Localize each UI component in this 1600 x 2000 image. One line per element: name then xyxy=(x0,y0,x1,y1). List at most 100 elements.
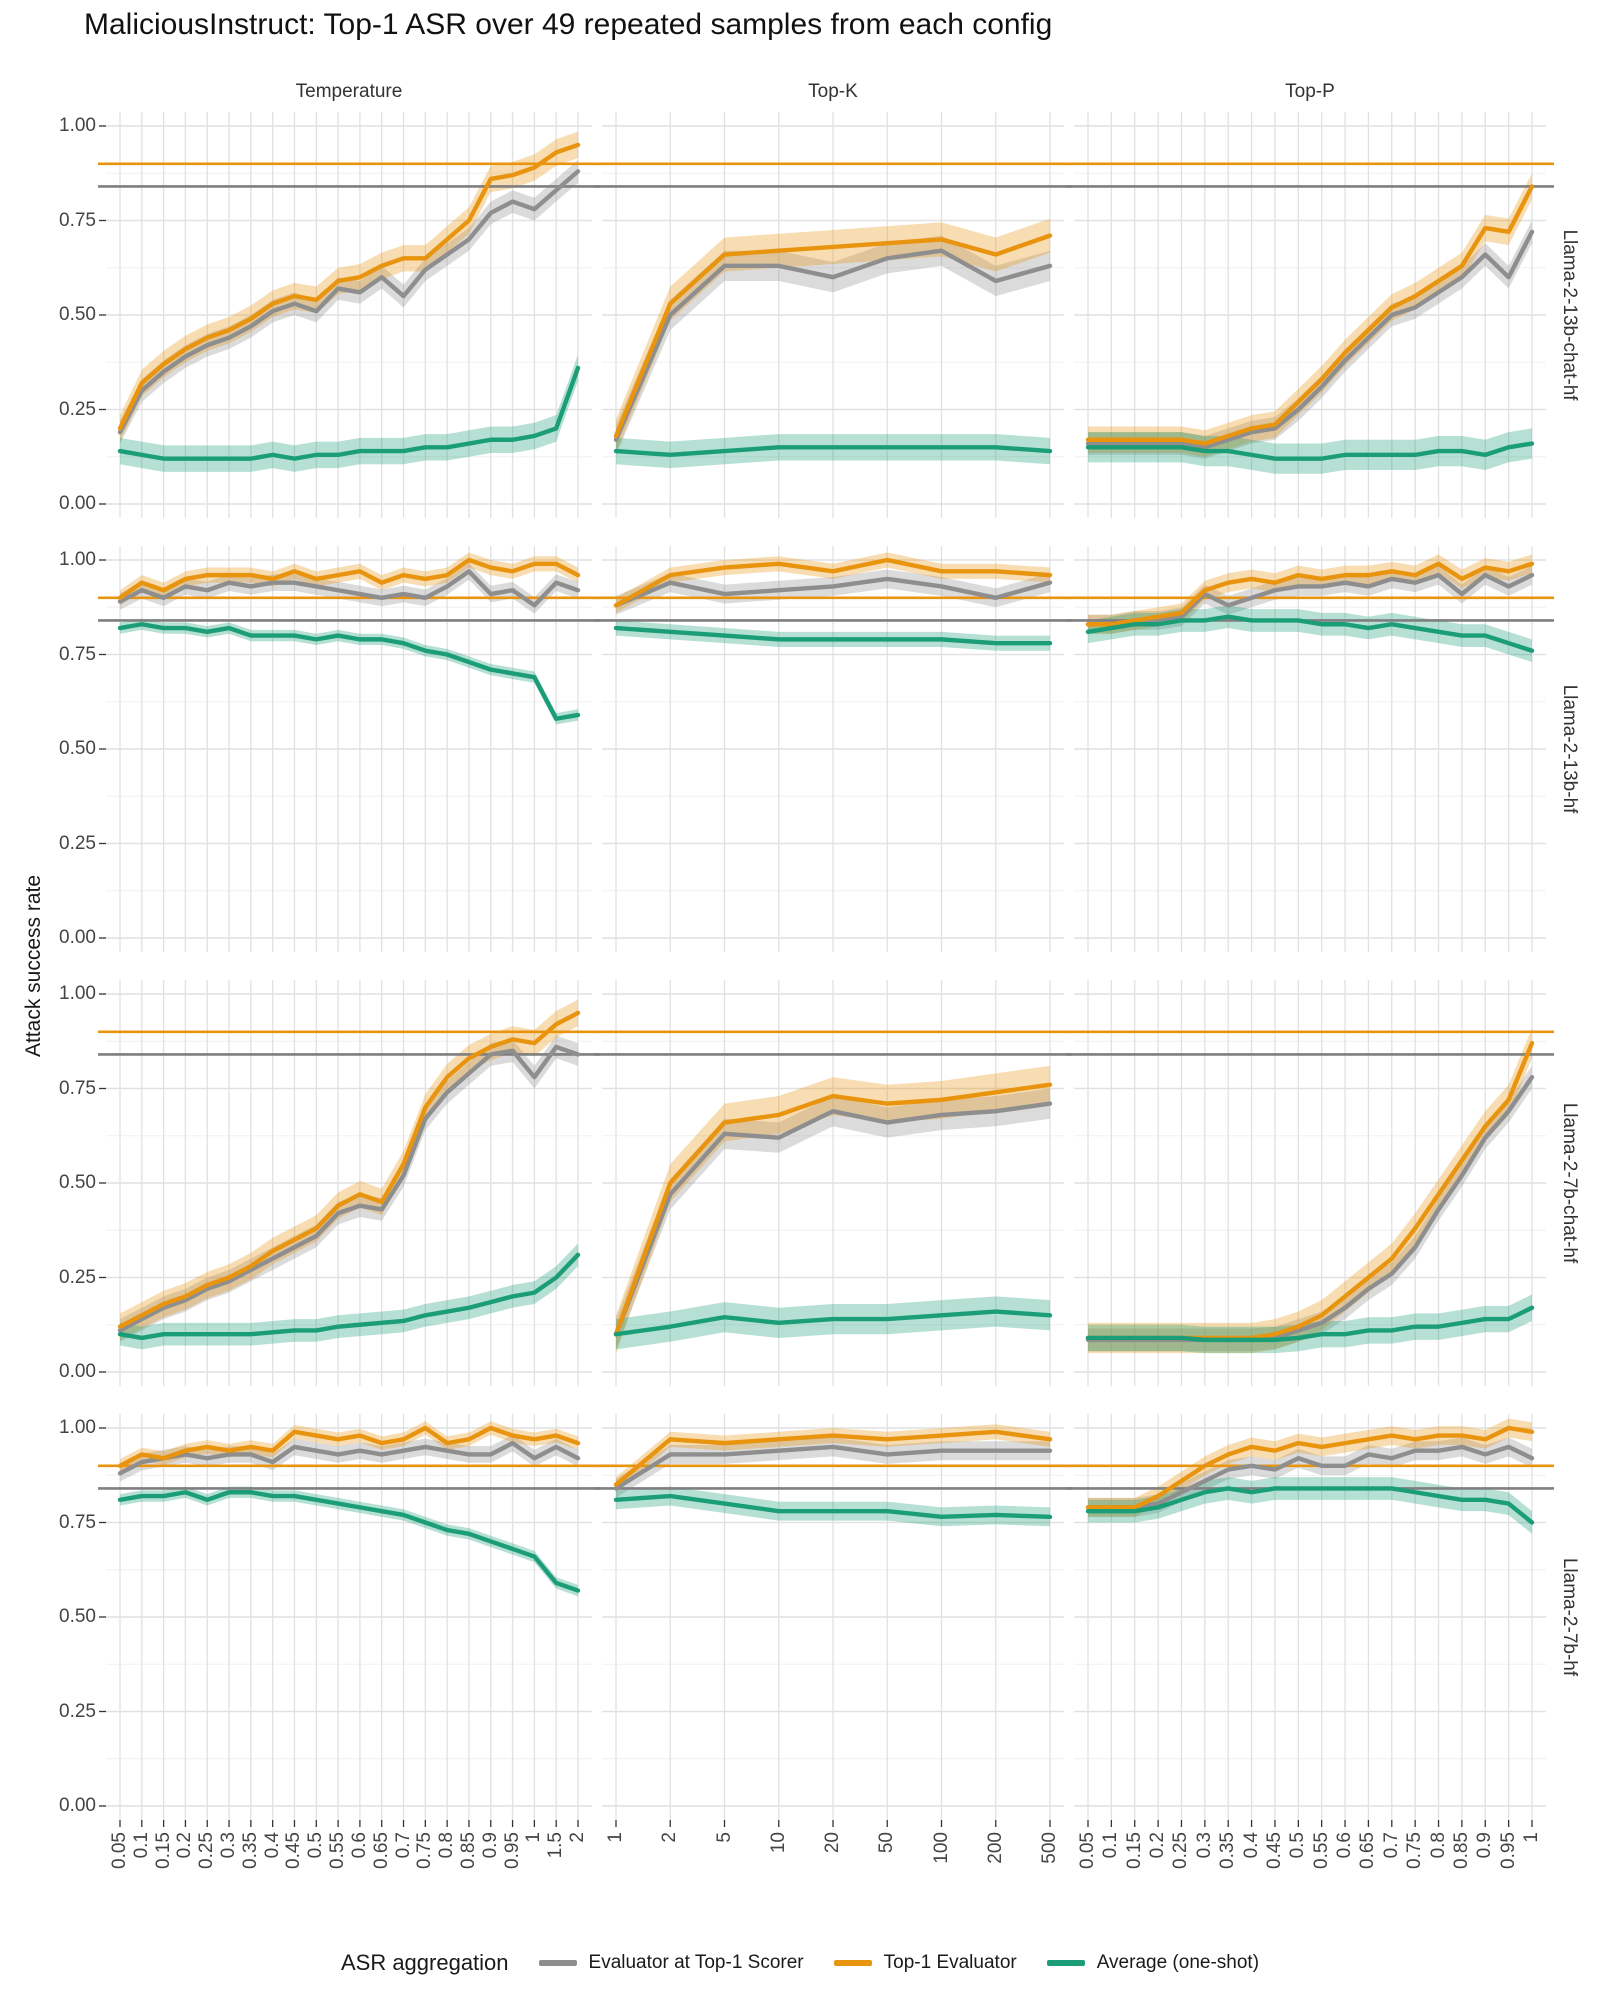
panel-Llama-2-7b-chat-hf-Temperature xyxy=(98,980,600,1386)
x-tick-label: 0.85 xyxy=(1450,1832,1472,1869)
ribbon-Top-1 Evaluator xyxy=(1088,1028,1532,1354)
x-tick-label: 0.55 xyxy=(327,1832,349,1869)
line-Evaluator at Top-1 Scorer xyxy=(1085,1444,1535,1510)
line-Average (one-shot) xyxy=(117,1252,581,1341)
x-tick-label: 0.05 xyxy=(1077,1832,1098,1869)
x-tick-label: 10 xyxy=(767,1832,789,1854)
ribbon-Evaluator at Top-1 Scorer xyxy=(120,1035,578,1342)
line-Top-1 Evaluator xyxy=(613,1429,1053,1487)
x-tick-label: 5 xyxy=(713,1832,735,1843)
line-Evaluator at Top-1 Scorer xyxy=(1085,229,1535,450)
facet-strip-top-p: Top-P xyxy=(1285,81,1335,102)
x-tick-label: 200 xyxy=(984,1832,1006,1864)
y-tick-label: 0.50 xyxy=(59,1172,96,1193)
y-tick-label: 0.00 xyxy=(59,1795,96,1816)
line-Average (one-shot) xyxy=(1085,441,1535,461)
gray-line-swatch xyxy=(538,1960,577,1966)
line-Evaluator at Top-1 Scorer xyxy=(613,576,1053,608)
panel-Llama-2-13b-hf-Temperature xyxy=(98,546,600,952)
ribbon-Top-1 Evaluator xyxy=(120,131,578,442)
legend-item-average-one-shot: Average (one-shot) xyxy=(1046,1952,1259,1974)
line-Average (one-shot) xyxy=(1085,1305,1535,1343)
panel-Llama-2-7b-chat-hf-Top-P xyxy=(1066,980,1554,1386)
line-Top-1 Evaluator xyxy=(613,233,1053,439)
x-tick-label: 0.6 xyxy=(348,1832,370,1859)
x-tick-label: 0.35 xyxy=(1217,1832,1239,1869)
x-tick-label: 0.65 xyxy=(370,1832,392,1869)
x-tick-label: 1 xyxy=(1521,1832,1542,1843)
x-tick-label: 0.4 xyxy=(261,1832,283,1859)
y-axis-title: Attack success rate xyxy=(22,874,45,1058)
x-tick-label: 20 xyxy=(822,1832,843,1854)
panel-Llama-2-7b-hf-Top-K xyxy=(594,1414,1072,1827)
y-tick-label: 0.00 xyxy=(59,1361,96,1382)
x-tick-label: 50 xyxy=(876,1832,898,1854)
panel-Llama-2-7b-hf-Temperature xyxy=(98,1414,600,1827)
x-tick-label: 0.5 xyxy=(305,1832,327,1859)
panel-Llama-2-13b-chat-hf-Top-K xyxy=(594,112,1072,518)
facet-strip-temperature: Temperature xyxy=(295,81,403,102)
facet-strip-llama-2-7b-hf: Llama-2-7b-hf xyxy=(1559,1557,1580,1677)
line-Evaluator at Top-1 Scorer xyxy=(117,1044,581,1333)
ribbon-Average (one-shot) xyxy=(1088,428,1532,474)
x-tick-label: 0.05 xyxy=(109,1832,130,1869)
line-Top-1 Evaluator xyxy=(613,1082,1053,1337)
x-tick-label: 0.95 xyxy=(1497,1832,1519,1869)
y-tick-label: 0.50 xyxy=(59,304,96,325)
ribbon-Evaluator at Top-1 Scorer xyxy=(1088,220,1532,459)
x-tick-label: 2 xyxy=(567,1832,588,1843)
line-Average (one-shot) xyxy=(613,625,1053,646)
line-Evaluator at Top-1 Scorer xyxy=(117,1440,581,1476)
line-Evaluator at Top-1 Scorer xyxy=(1085,1074,1535,1343)
line-Average (one-shot) xyxy=(613,1309,1053,1337)
x-tick-label: 0.75 xyxy=(1404,1832,1426,1869)
line-Top-1 Evaluator xyxy=(613,557,1053,608)
ribbon-Average (one-shot) xyxy=(120,1243,578,1350)
line-Top-1 Evaluator xyxy=(117,1425,581,1469)
x-tick-label: 0.15 xyxy=(152,1832,174,1869)
x-tick-label: 0.95 xyxy=(501,1832,523,1869)
x-tick-label: 0.3 xyxy=(1193,1832,1215,1859)
x-tick-label: 2 xyxy=(659,1832,681,1843)
y-tick-label: 0.00 xyxy=(59,493,96,514)
x-tick-label: 100 xyxy=(930,1832,952,1864)
line-Top-1 Evaluator xyxy=(117,142,581,431)
y-tick-label: 0.25 xyxy=(59,1266,96,1288)
ribbon-Evaluator at Top-1 Scorer xyxy=(1088,1065,1532,1352)
ribbon-Evaluator at Top-1 Scorer xyxy=(616,1088,1050,1350)
line-Top-1 Evaluator xyxy=(117,1010,581,1329)
x-tick-label: 1.5 xyxy=(545,1832,567,1859)
ribbon-Evaluator at Top-1 Scorer xyxy=(1088,1437,1532,1517)
panel-Llama-2-7b-hf-Top-P xyxy=(1066,1414,1554,1827)
y-tick-label: 1.00 xyxy=(59,1417,96,1438)
facet-strip-top-k: Top-K xyxy=(808,81,858,102)
y-tick-label: 0.00 xyxy=(59,927,96,948)
page-title: MaliciousInstruct: Top-1 ASR over 49 rep… xyxy=(84,8,1053,41)
orange-line-swatch xyxy=(833,1960,872,1966)
x-tick-label: 0.1 xyxy=(1100,1832,1122,1859)
panel-Llama-2-13b-hf-Top-P xyxy=(1066,546,1554,952)
ribbon-Top-1 Evaluator xyxy=(616,1065,1050,1354)
x-tick-label: 1 xyxy=(523,1832,545,1843)
ribbon-Top-1 Evaluator xyxy=(120,1421,578,1473)
x-tick-label: 0.4 xyxy=(1240,1832,1262,1859)
ribbon-Evaluator at Top-1 Scorer xyxy=(120,1434,578,1482)
ribbon-Average (one-shot) xyxy=(120,1486,578,1597)
y-tick-label: 1.00 xyxy=(59,549,96,570)
x-tick-label: 0.45 xyxy=(283,1832,305,1869)
y-tick-label: 0.75 xyxy=(59,1077,96,1099)
x-tick-label: 0.35 xyxy=(239,1832,261,1869)
line-Average (one-shot) xyxy=(1085,614,1535,653)
y-tick-label: 0.75 xyxy=(59,1511,96,1533)
ribbon-Average (one-shot) xyxy=(616,434,1050,469)
line-Top-1 Evaluator xyxy=(1085,561,1535,627)
x-tick-label: 0.15 xyxy=(1123,1832,1145,1869)
legend-title: ASR aggregation xyxy=(340,1950,509,1975)
facet-strip-llama-2-13b-hf: Llama-2-13b-hf xyxy=(1559,684,1580,814)
legend-item-evaluator-at-top1-scorer: Evaluator at Top-1 Scorer xyxy=(538,1952,804,1974)
x-tick-label: 0.5 xyxy=(1287,1832,1309,1859)
panel-Llama-2-13b-hf-Top-K xyxy=(594,546,1072,952)
line-Average (one-shot) xyxy=(613,1493,1053,1520)
